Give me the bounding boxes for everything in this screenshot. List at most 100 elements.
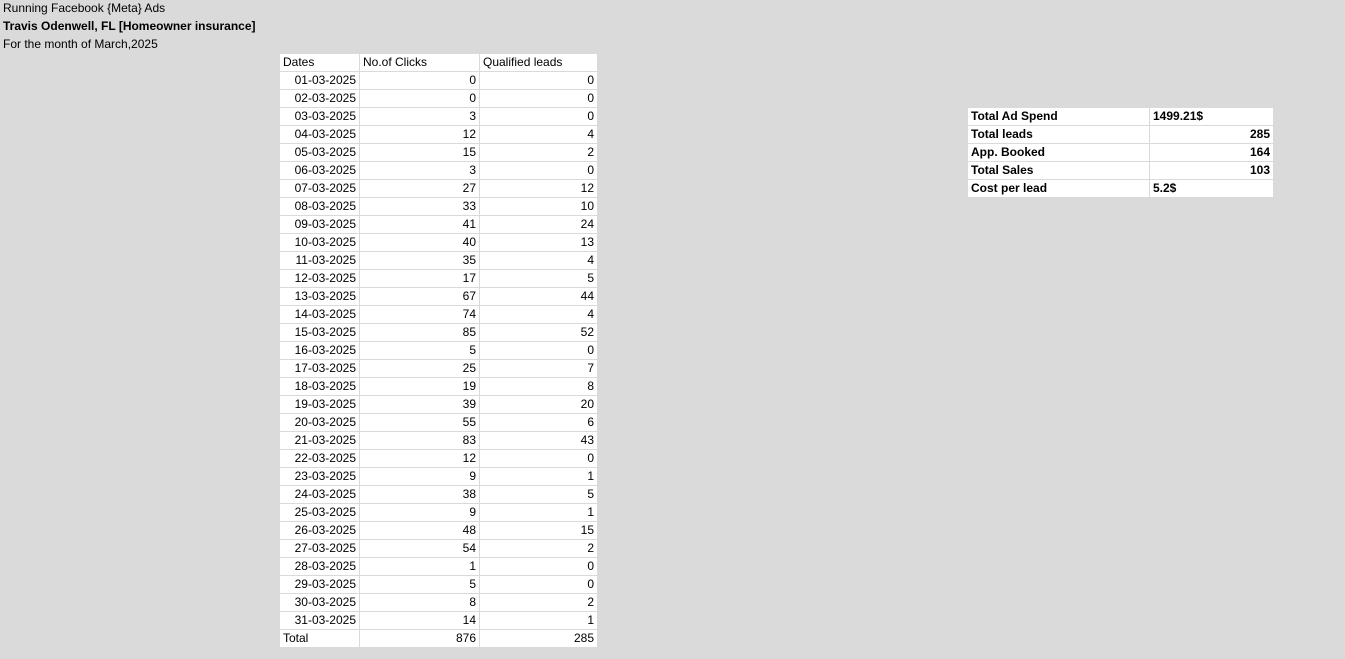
clicks-cell[interactable]: 17 [360,270,479,287]
summary-value[interactable]: 5.2$ [1150,180,1273,197]
date-cell[interactable]: 03-03-2025 [280,108,359,125]
leads-cell[interactable]: 4 [480,126,597,143]
date-cell[interactable]: 24-03-2025 [280,486,359,503]
title-cell[interactable]: Running Facebook {Meta} Ads [3,1,166,15]
summary-label[interactable]: Cost per lead [968,180,1149,197]
leads-cell[interactable]: 0 [480,576,597,593]
clicks-cell[interactable]: 12 [360,126,479,143]
leads-cell[interactable]: 0 [480,72,597,89]
leads-cell[interactable]: 6 [480,414,597,431]
clicks-cell[interactable]: 55 [360,414,479,431]
clicks-cell[interactable]: 3 [360,108,479,125]
leads-cell[interactable]: 2 [480,144,597,161]
total-clicks[interactable]: 876 [360,630,479,647]
date-cell[interactable]: 10-03-2025 [280,234,359,251]
leads-cell[interactable]: 0 [480,450,597,467]
date-cell[interactable]: 04-03-2025 [280,126,359,143]
clicks-cell[interactable]: 27 [360,180,479,197]
leads-cell[interactable]: 1 [480,612,597,629]
date-cell[interactable]: 02-03-2025 [280,90,359,107]
clicks-cell[interactable]: 39 [360,396,479,413]
leads-cell[interactable]: 15 [480,522,597,539]
total-leads[interactable]: 285 [480,630,597,647]
leads-cell[interactable]: 5 [480,486,597,503]
date-cell[interactable]: 31-03-2025 [280,612,359,629]
clicks-cell[interactable]: 38 [360,486,479,503]
leads-cell[interactable]: 2 [480,540,597,557]
date-cell[interactable]: 01-03-2025 [280,72,359,89]
header-leads[interactable]: Qualified leads [480,54,597,71]
clicks-cell[interactable]: 19 [360,378,479,395]
leads-cell[interactable]: 5 [480,270,597,287]
date-cell[interactable]: 25-03-2025 [280,504,359,521]
summary-value[interactable]: 285 [1150,126,1273,143]
date-cell[interactable]: 23-03-2025 [280,468,359,485]
clicks-cell[interactable]: 8 [360,594,479,611]
date-cell[interactable]: 07-03-2025 [280,180,359,197]
date-cell[interactable]: 05-03-2025 [280,144,359,161]
title-cell[interactable]: For the month of March,2025 [3,37,158,51]
clicks-cell[interactable]: 12 [360,450,479,467]
leads-cell[interactable]: 0 [480,162,597,179]
date-cell[interactable]: 14-03-2025 [280,306,359,323]
date-cell[interactable]: 28-03-2025 [280,558,359,575]
summary-value[interactable]: 164 [1150,144,1273,161]
leads-cell[interactable]: 0 [480,108,597,125]
clicks-cell[interactable]: 83 [360,432,479,449]
clicks-cell[interactable]: 9 [360,468,479,485]
date-cell[interactable]: 09-03-2025 [280,216,359,233]
summary-label[interactable]: Total Ad Spend [968,108,1149,125]
date-cell[interactable]: 21-03-2025 [280,432,359,449]
leads-cell[interactable]: 4 [480,252,597,269]
clicks-cell[interactable]: 5 [360,342,479,359]
leads-cell[interactable]: 12 [480,180,597,197]
date-cell[interactable]: 29-03-2025 [280,576,359,593]
date-cell[interactable]: 15-03-2025 [280,324,359,341]
clicks-cell[interactable]: 25 [360,360,479,377]
leads-cell[interactable]: 20 [480,396,597,413]
summary-value[interactable]: 1499.21$ [1150,108,1273,125]
leads-cell[interactable]: 1 [480,468,597,485]
leads-cell[interactable]: 7 [480,360,597,377]
clicks-cell[interactable]: 0 [360,90,479,107]
clicks-cell[interactable]: 35 [360,252,479,269]
date-cell[interactable]: 06-03-2025 [280,162,359,179]
clicks-cell[interactable]: 14 [360,612,479,629]
clicks-cell[interactable]: 3 [360,162,479,179]
clicks-cell[interactable]: 9 [360,504,479,521]
date-cell[interactable]: 12-03-2025 [280,270,359,287]
clicks-cell[interactable]: 41 [360,216,479,233]
summary-value[interactable]: 103 [1150,162,1273,179]
clicks-cell[interactable]: 40 [360,234,479,251]
clicks-cell[interactable]: 1 [360,558,479,575]
clicks-cell[interactable]: 15 [360,144,479,161]
leads-cell[interactable]: 24 [480,216,597,233]
summary-label[interactable]: App. Booked [968,144,1149,161]
header-dates[interactable]: Dates [280,54,359,71]
summary-label[interactable]: Total leads [968,126,1149,143]
title-cell[interactable]: Travis Odenwell, FL [Homeowner insurance… [3,19,256,33]
leads-cell[interactable]: 52 [480,324,597,341]
date-cell[interactable]: 13-03-2025 [280,288,359,305]
clicks-cell[interactable]: 67 [360,288,479,305]
date-cell[interactable]: 11-03-2025 [280,252,359,269]
total-label[interactable]: Total [280,630,359,647]
date-cell[interactable]: 26-03-2025 [280,522,359,539]
leads-cell[interactable]: 10 [480,198,597,215]
date-cell[interactable]: 16-03-2025 [280,342,359,359]
date-cell[interactable]: 18-03-2025 [280,378,359,395]
summary-label[interactable]: Total Sales [968,162,1149,179]
leads-cell[interactable]: 2 [480,594,597,611]
date-cell[interactable]: 22-03-2025 [280,450,359,467]
leads-cell[interactable]: 0 [480,90,597,107]
leads-cell[interactable]: 44 [480,288,597,305]
date-cell[interactable]: 27-03-2025 [280,540,359,557]
leads-cell[interactable]: 13 [480,234,597,251]
date-cell[interactable]: 19-03-2025 [280,396,359,413]
leads-cell[interactable]: 8 [480,378,597,395]
clicks-cell[interactable]: 0 [360,72,479,89]
leads-cell[interactable]: 4 [480,306,597,323]
clicks-cell[interactable]: 74 [360,306,479,323]
